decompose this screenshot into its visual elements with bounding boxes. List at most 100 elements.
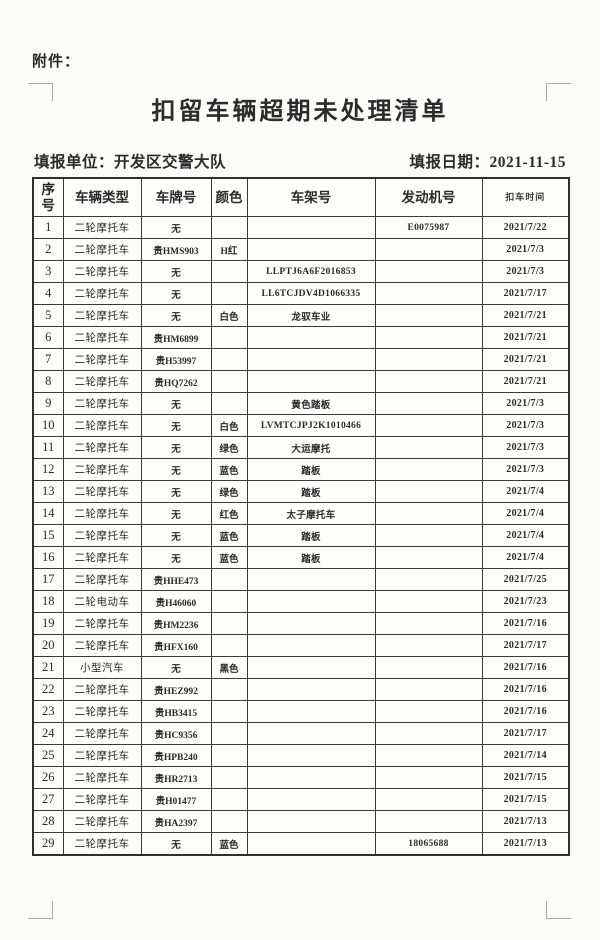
cell-vehicle-type: 二轮摩托车 [62,722,142,745]
cell-no: 20 [32,634,64,657]
table-row: 12 二轮摩托车 无 蓝色 踏板 2021/7/3 [32,458,570,481]
cell-vehicle-type: 二轮摩托车 [62,370,142,393]
cell-color [210,722,248,745]
cell-vehicle-type: 二轮摩托车 [62,832,142,856]
report-unit-value: 开发区交警大队 [114,154,227,171]
cell-no: 15 [32,524,64,547]
cell-vehicle-type: 二轮摩托车 [62,524,142,547]
cell-detain-date: 2021/7/16 [481,612,570,635]
cell-color [210,216,248,239]
cell-engine [374,788,483,811]
cell-detain-date: 2021/7/4 [481,502,570,525]
cell-no: 5 [32,304,64,327]
header-color: 颜色 [210,177,248,217]
cell-vehicle-type: 二轮摩托车 [62,810,142,833]
cell-engine: E0075987 [374,216,483,239]
cell-engine [374,744,483,767]
cell-engine [374,414,483,437]
cell-plate: 贵HFX160 [140,634,212,657]
cell-color [210,634,248,657]
cell-detain-date: 2021/7/4 [481,524,570,547]
cell-plate: 无 [140,546,212,569]
cell-detain-date: 2021/7/23 [481,590,570,613]
cell-plate: 贵HA2397 [140,810,212,833]
cell-detain-date: 2021/7/3 [481,238,570,261]
cell-plate: 无 [140,656,212,679]
cell-vehicle-type: 二轮摩托车 [62,568,142,591]
cell-color: 绿色 [210,480,248,503]
cell-no: 18 [32,590,64,613]
cell-no: 10 [32,414,64,437]
table-row: 20 二轮摩托车 贵HFX160 2021/7/17 [32,634,570,657]
cell-engine [374,348,483,371]
cell-engine [374,304,483,327]
cell-engine [374,678,483,701]
cell-engine [374,436,483,459]
header-vin: 车架号 [246,177,376,217]
cell-color: 白色 [210,414,248,437]
table-row: 9 二轮摩托车 无 黄色踏板 2021/7/3 [32,392,570,415]
cell-engine [374,722,483,745]
table-row: 7 二轮摩托车 贵H53997 2021/7/21 [32,348,570,371]
cell-detain-date: 2021/7/14 [481,744,570,767]
cell-plate: 无 [140,304,212,327]
cell-no: 28 [32,810,64,833]
cell-vin [246,326,376,349]
report-date-value: 2021-11-15 [489,154,566,171]
cell-no: 8 [32,370,64,393]
cell-color [210,700,248,723]
cell-vehicle-type: 二轮摩托车 [62,502,142,525]
cell-color [210,612,248,635]
cell-detain-date: 2021/7/16 [481,700,570,723]
cell-vin: 踏板 [246,524,376,547]
report-unit-label: 填报单位： [34,154,115,171]
header-detain-date: 扣车时间 [481,177,570,217]
cell-no: 6 [32,326,64,349]
cell-no: 17 [32,568,64,591]
table-row: 6 二轮摩托车 贵HM6899 2021/7/21 [32,326,570,349]
cell-detain-date: 2021/7/21 [481,348,570,371]
cell-no: 13 [32,480,64,503]
cell-vehicle-type: 二轮摩托车 [62,414,142,437]
cell-vin [246,722,376,745]
table-body: 1 二轮摩托车 无 E0075987 2021/7/22 2 二轮摩托车 贵HM… [32,216,570,856]
cell-color [210,788,248,811]
cell-vin [246,788,376,811]
cell-engine [374,260,483,283]
table-header-row: 序号 车辆类型 车牌号 颜色 车架号 发动机号 扣车时间 [32,177,570,217]
cell-engine [374,480,483,503]
cell-engine [374,700,483,723]
corner-mark-bottom-left [28,901,53,919]
cell-plate: 贵HEZ992 [140,678,212,701]
report-date-label: 填报日期： [409,154,490,171]
table-row: 27 二轮摩托车 贵H01477 2021/7/15 [32,788,570,811]
cell-vehicle-type: 二轮摩托车 [62,282,142,305]
cell-engine [374,568,483,591]
cell-plate: 无 [140,392,212,415]
cell-vin [246,656,376,679]
cell-color: 蓝色 [210,524,248,547]
cell-color: 红色 [210,502,248,525]
table-row: 25 二轮摩托车 贵HPB240 2021/7/14 [32,744,570,767]
cell-color: 黑色 [210,656,248,679]
cell-vehicle-type: 二轮摩托车 [62,348,142,371]
cell-vehicle-type: 二轮摩托车 [62,634,142,657]
table-row: 28 二轮摩托车 贵HA2397 2021/7/13 [32,810,570,833]
cell-plate: 贵HM6899 [140,326,212,349]
cell-color [210,348,248,371]
cell-engine [374,590,483,613]
cell-detain-date: 2021/7/22 [481,216,570,239]
cell-vin: LL6TCJDV4D1066335 [246,282,376,305]
cell-plate: 贵HC9356 [140,722,212,745]
cell-plate: 无 [140,436,212,459]
cell-detain-date: 2021/7/4 [481,480,570,503]
table-row: 19 二轮摩托车 贵HM2236 2021/7/16 [32,612,570,635]
cell-no: 24 [32,722,64,745]
cell-vin: 踏板 [246,480,376,503]
cell-vin [246,612,376,635]
cell-color [210,766,248,789]
cell-color: 蓝色 [210,832,248,856]
table-row: 8 二轮摩托车 贵HQ7262 2021/7/21 [32,370,570,393]
cell-vin [246,348,376,371]
cell-vin [246,216,376,239]
